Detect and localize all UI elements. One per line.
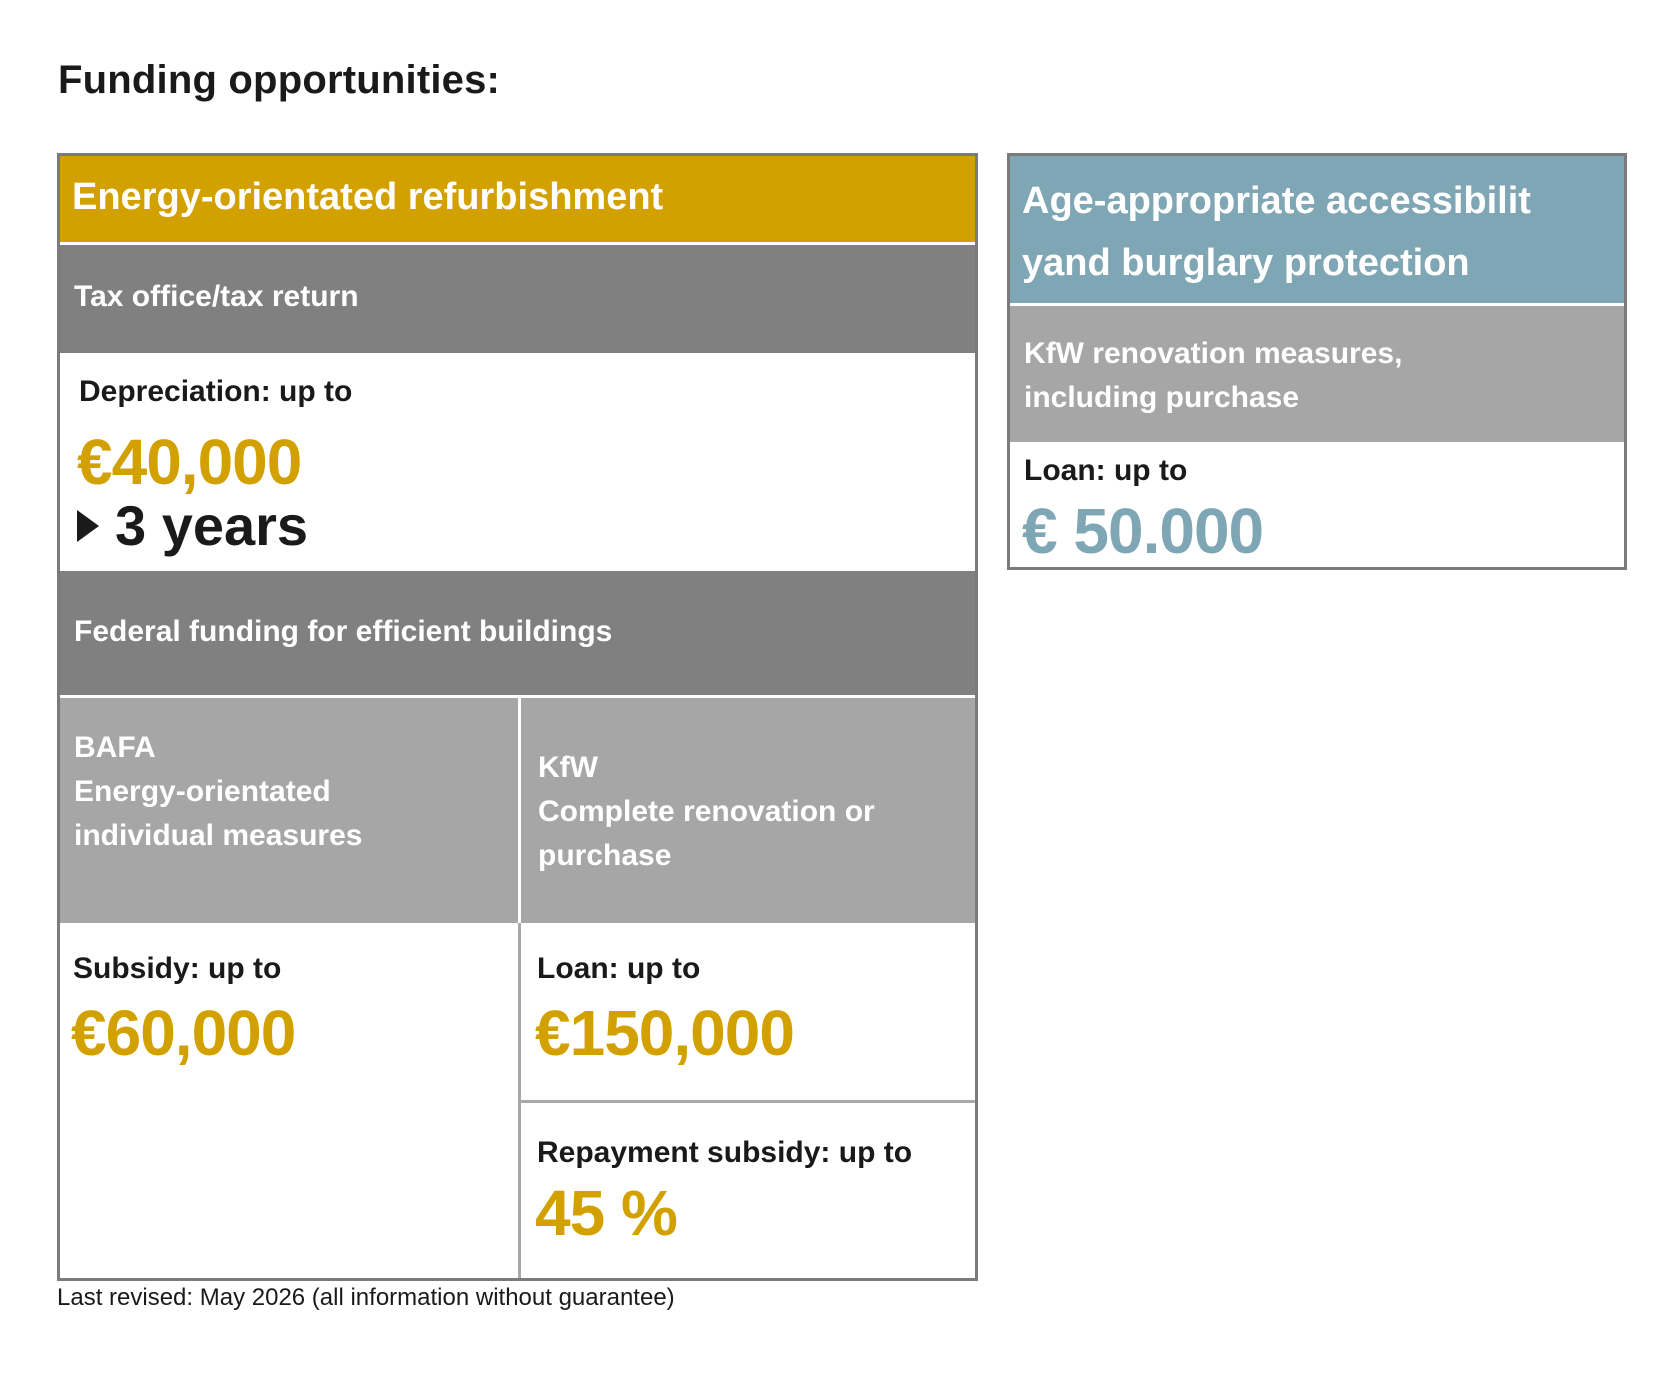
bafa-desc-line1: Energy-orientated bbox=[74, 775, 331, 808]
kfw-renovation-band: KfW renovation measures, including purch… bbox=[1010, 306, 1624, 442]
kfw-loan-value: €150,000 bbox=[535, 997, 795, 1069]
age-appropriate-panel: Age-appropriate accessibilit yand burgla… bbox=[1007, 153, 1627, 570]
repayment-subsidy-label: Repayment subsidy: up to bbox=[537, 1136, 913, 1169]
column-divider bbox=[518, 923, 521, 1278]
energy-refurbishment-panel: Energy-orientated refurbishment Tax offi… bbox=[57, 153, 978, 1281]
kfw-row-divider bbox=[521, 1100, 975, 1103]
depreciation-value: €40,000 bbox=[77, 426, 302, 498]
bafa-band: BAFA Energy-orientated individual measur… bbox=[60, 698, 518, 923]
age-header-line1: Age-appropriate accessibilit bbox=[1022, 180, 1531, 222]
bafa-title: BAFA bbox=[74, 731, 156, 764]
divider bbox=[1010, 303, 1624, 306]
kfw-desc-line1: Complete renovation or bbox=[538, 795, 875, 828]
federal-funding-band: Federal funding for efficient buildings bbox=[60, 571, 975, 695]
age-loan-label: Loan: up to bbox=[1024, 454, 1188, 487]
divider bbox=[60, 242, 975, 245]
depreciation-period-text: 3 years bbox=[115, 494, 309, 557]
depreciation-cell: Depreciation: up to €40,000 3 years bbox=[60, 353, 975, 571]
kfw-title: KfW bbox=[538, 751, 598, 784]
depreciation-label: Depreciation: up to bbox=[79, 375, 353, 408]
kfw-renovation-line2: including purchase bbox=[1024, 381, 1300, 414]
page-title: Funding opportunities: bbox=[58, 58, 501, 102]
energy-header: Energy-orientated refurbishment bbox=[60, 156, 975, 242]
footnote: Last revised: May 2026 (all information … bbox=[57, 1284, 675, 1311]
divider bbox=[60, 695, 975, 698]
depreciation-period: 3 years bbox=[77, 493, 308, 558]
kfw-loan-label: Loan: up to bbox=[537, 952, 701, 985]
age-header: Age-appropriate accessibilit yand burgla… bbox=[1010, 156, 1624, 303]
kfw-renovation-line1: KfW renovation measures, bbox=[1024, 337, 1403, 370]
tax-office-band: Tax office/tax return bbox=[60, 245, 975, 353]
kfw-desc-line2: purchase bbox=[538, 839, 672, 872]
bafa-desc-line2: individual measures bbox=[74, 819, 363, 852]
age-loan-value: € 50.000 bbox=[1022, 495, 1264, 567]
subsidy-value: €60,000 bbox=[71, 997, 296, 1069]
triangle-right-icon bbox=[77, 509, 99, 542]
subsidy-label: Subsidy: up to bbox=[73, 952, 282, 985]
kfw-band: KfW Complete renovation or purchase bbox=[521, 698, 975, 923]
age-header-line2: yand burglary protection bbox=[1022, 242, 1470, 284]
repayment-subsidy-value: 45 % bbox=[535, 1177, 678, 1249]
